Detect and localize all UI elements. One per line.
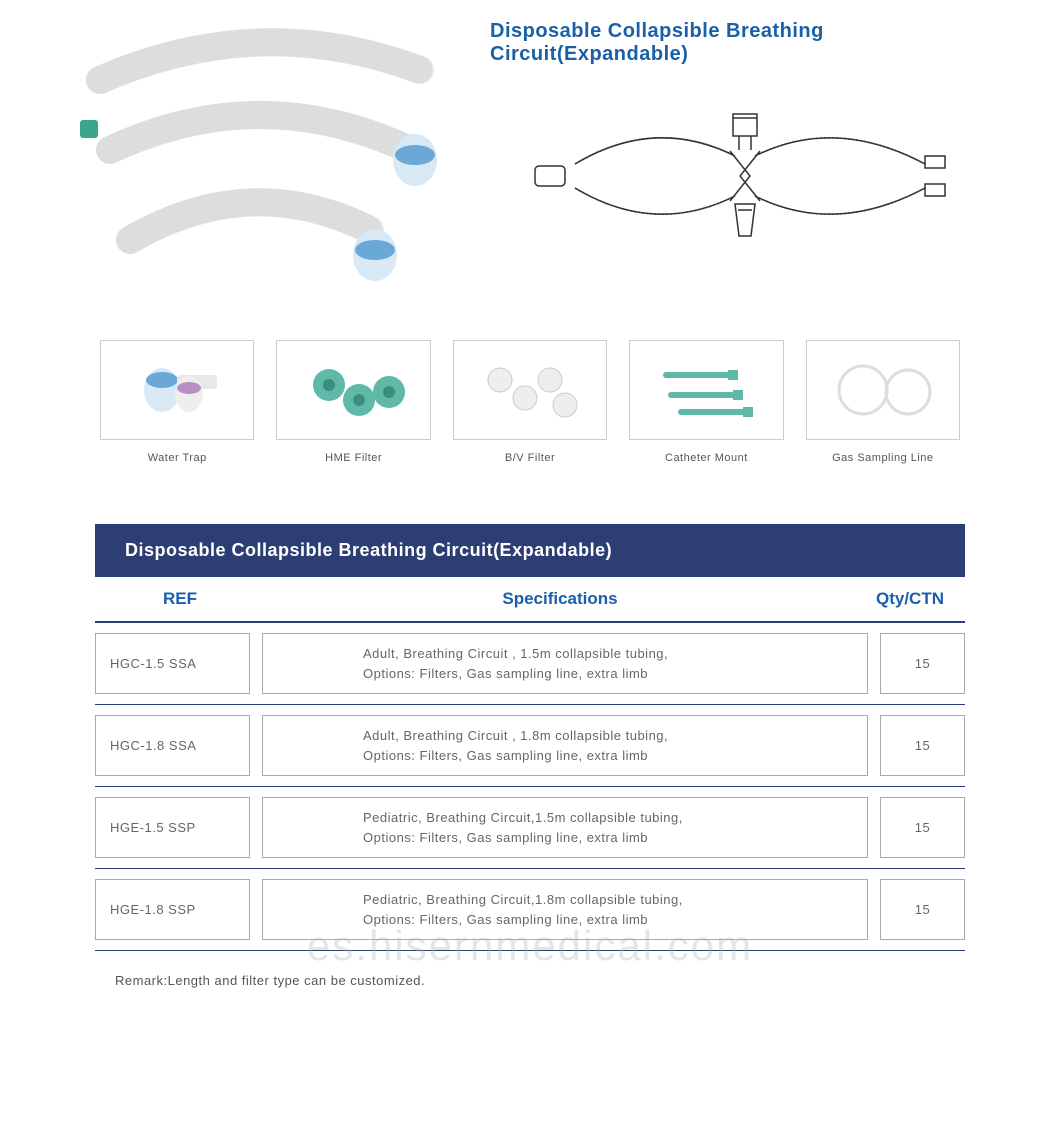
accessory-label: Water Trap — [100, 452, 254, 464]
circuit-line-diagram — [490, 86, 1000, 266]
accessory-thumb — [453, 340, 607, 440]
product-main-photo — [60, 20, 460, 300]
cell-qty: 15 — [880, 879, 965, 940]
accessory-gas-sampling-line: Gas Sampling Line — [806, 340, 960, 464]
diagram-svg — [525, 86, 965, 266]
accessory-hme-filter: HME Filter — [276, 340, 430, 464]
cell-spec: Pediatric, Breathing Circuit,1.5m collap… — [262, 797, 868, 858]
page: Disposable Collapsible Breathing Circuit… — [0, 0, 1060, 1040]
accessory-thumb — [806, 340, 960, 440]
spec-line: Options: Filters, Gas sampling line, ext… — [363, 664, 648, 684]
table-remark: Remark:Length and filter type can be cus… — [95, 961, 965, 1000]
cell-qty: 15 — [880, 633, 965, 694]
accessory-thumb — [629, 340, 783, 440]
accessory-label: Gas Sampling Line — [806, 452, 960, 464]
cell-spec: Pediatric, Breathing Circuit,1.8m collap… — [262, 879, 868, 940]
spec-line: Options: Filters, Gas sampling line, ext… — [363, 746, 648, 766]
table-row: HGE-1.5 SSP Pediatric, Breathing Circuit… — [95, 797, 965, 869]
cell-spec: Adult, Breathing Circuit , 1.5m collapsi… — [262, 633, 868, 694]
spec-line: Pediatric, Breathing Circuit,1.8m collap… — [363, 890, 683, 910]
top-section: Disposable Collapsible Breathing Circuit… — [0, 20, 1060, 300]
table-title-bar: Disposable Collapsible Breathing Circuit… — [95, 524, 965, 577]
spec-line: Options: Filters, Gas sampling line, ext… — [363, 828, 648, 848]
cell-ref: HGE-1.5 SSP — [95, 797, 250, 858]
accessory-label: HME Filter — [276, 452, 430, 464]
cell-qty: 15 — [880, 797, 965, 858]
accessory-thumb — [276, 340, 430, 440]
spec-line: Pediatric, Breathing Circuit,1.5m collap… — [363, 808, 683, 828]
col-header-spec: Specifications — [265, 589, 855, 609]
top-right-section: Disposable Collapsible Breathing Circuit… — [490, 20, 1000, 300]
spec-line: Options: Filters, Gas sampling line, ext… — [363, 910, 648, 930]
main-title: Disposable Collapsible Breathing Circuit… — [490, 20, 1000, 66]
table-header-row: REF Specifications Qty/CTN — [95, 577, 965, 623]
accessory-water-trap: Water Trap — [100, 340, 254, 464]
breathing-tubes-illustration — [60, 20, 460, 300]
table-row: HGE-1.8 SSP Pediatric, Breathing Circuit… — [95, 879, 965, 951]
accessory-label: Catheter Mount — [629, 452, 783, 464]
cell-ref: HGE-1.8 SSP — [95, 879, 250, 940]
spec-line: Adult, Breathing Circuit , 1.8m collapsi… — [363, 726, 668, 746]
cell-ref: HGC-1.8 SSA — [95, 715, 250, 776]
accessory-bv-filter: B/V Filter — [453, 340, 607, 464]
accessory-row: Water Trap HME Filter B/V Filter Cathete… — [0, 340, 1060, 464]
spec-table-section: Disposable Collapsible Breathing Circuit… — [0, 524, 1060, 1000]
cell-qty: 15 — [880, 715, 965, 776]
col-header-qty: Qty/CTN — [855, 589, 965, 609]
col-header-ref: REF — [95, 589, 265, 609]
cell-ref: HGC-1.5 SSA — [95, 633, 250, 694]
spec-line: Adult, Breathing Circuit , 1.5m collapsi… — [363, 644, 668, 664]
accessory-catheter-mount: Catheter Mount — [629, 340, 783, 464]
accessory-label: B/V Filter — [453, 452, 607, 464]
table-row: HGC-1.8 SSA Adult, Breathing Circuit , 1… — [95, 715, 965, 787]
accessory-thumb — [100, 340, 254, 440]
table-row: HGC-1.5 SSA Adult, Breathing Circuit , 1… — [95, 633, 965, 705]
cell-spec: Adult, Breathing Circuit , 1.8m collapsi… — [262, 715, 868, 776]
